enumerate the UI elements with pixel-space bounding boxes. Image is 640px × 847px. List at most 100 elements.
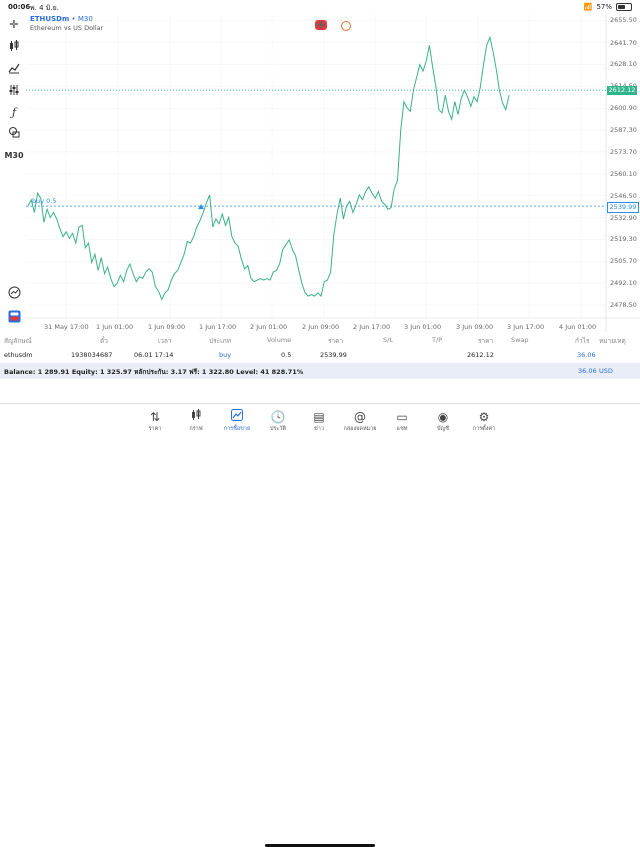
settings-sliders-icon[interactable]: [6, 83, 22, 97]
y-tick-label: 2600.90: [610, 104, 637, 113]
x-tick-label: 1 Jun 17:00: [199, 323, 237, 331]
y-tick-label: 2546.50: [610, 191, 637, 200]
tab-label: บัญชี: [437, 426, 449, 432]
trade-chart-icon: [217, 409, 257, 425]
status-date: พ. 4 มิ.ย.: [30, 4, 59, 12]
candlestick-icon[interactable]: [6, 39, 22, 53]
col-time: เวลา: [158, 337, 172, 345]
order-price-tag: 2539.99: [607, 201, 639, 213]
timeframe-button[interactable]: M30: [4, 150, 24, 160]
x-tick-label: 2 Jun 01:00: [250, 323, 288, 331]
row-time: 06.01 17:14: [134, 351, 174, 359]
row-current-price: 2612.12: [467, 351, 494, 359]
chart-grid: [26, 14, 640, 332]
symbol-description: Ethereum vs US Dollar: [30, 24, 104, 32]
triangle-up-icon: [198, 204, 204, 210]
symbol-timeframe: M30: [77, 15, 93, 23]
col-open-price: ราคา: [328, 337, 344, 345]
battery-fill: [618, 5, 625, 9]
refresh-icon[interactable]: [341, 21, 351, 31]
tab-label: ประวัติ: [269, 426, 287, 432]
tab-news[interactable]: ▤ ข่าว: [299, 409, 339, 433]
one-click-sell-icon[interactable]: ➕: [315, 20, 327, 30]
tab-mailbox[interactable]: @ กล่องจดหมาย: [340, 409, 380, 433]
zoom-icon[interactable]: [6, 285, 22, 299]
balance-bar: Balance: 1 289.91 Equity: 1 325.97 หลักป…: [0, 363, 640, 379]
symbol-sep: •: [71, 15, 76, 23]
row-symbol: ethusdm: [4, 351, 33, 359]
history-clock-icon: 🕓: [270, 410, 286, 424]
col-swap: Swap: [511, 336, 529, 344]
symbol-name: ETHUSDm: [30, 15, 70, 23]
battery-icon: [616, 3, 632, 11]
tab-account[interactable]: ◉ บัญชี: [423, 409, 463, 433]
price-series-line: [27, 35, 510, 301]
settings-gear-icon: ⚙: [478, 410, 490, 424]
col-sl: S/L: [383, 336, 393, 344]
y-tick-label: 2519.30: [610, 235, 637, 244]
symbol-title: ETHUSDm • M30: [30, 15, 93, 23]
col-volume: Volume: [267, 336, 292, 344]
price-chart[interactable]: [26, 14, 640, 332]
indicators-icon[interactable]: [6, 61, 22, 75]
trade-panel-icon[interactable]: [6, 309, 22, 323]
y-tick-label: 2532.90: [610, 213, 637, 222]
x-tick-label: 2 Jun 17:00: [353, 323, 391, 331]
chat-icon: ▭: [396, 410, 408, 424]
objects-icon[interactable]: [6, 125, 22, 139]
y-tick-label: 2628.10: [610, 60, 637, 69]
y-tick-label: 2655.50: [610, 16, 637, 25]
tab-label: กราฟ: [189, 426, 203, 432]
tab-chat[interactable]: ▭ แชท: [382, 409, 422, 433]
col-ticket: ตั๋ว: [100, 337, 108, 345]
tab-settings[interactable]: ⚙ การตั้งค่า: [464, 409, 504, 433]
x-tick-label: 3 Jun 01:00: [404, 323, 442, 331]
wifi-icon: 📶: [583, 3, 593, 11]
y-tick-label: 2478.50: [610, 300, 637, 309]
col-profit: กำไร: [575, 337, 590, 345]
status-time: 00:06: [8, 3, 31, 11]
function-icon[interactable]: ƒ: [11, 105, 17, 119]
battery-percent: 57%: [596, 3, 612, 11]
tab-label: การตั้งค่า: [472, 426, 496, 432]
chart-area[interactable]: ETHUSDm • M30 Ethereum vs US Dollar ➕ bu…: [26, 14, 640, 332]
balance-currency: USD: [599, 367, 613, 375]
account-icon: ◉: [437, 410, 449, 424]
col-symbol: สัญลักษณ์: [4, 337, 32, 345]
x-tick-label: 1 Jun 09:00: [148, 323, 186, 331]
col-current-price: ราคา: [478, 337, 494, 345]
y-tick-label: 2560.10: [610, 169, 637, 178]
quotes-arrows-icon: ⇅: [149, 410, 161, 424]
tab-label: การซื้อขาย: [223, 426, 251, 432]
row-volume: 0.5: [281, 351, 292, 359]
row-type: buy: [219, 351, 232, 359]
balance-summary: Balance: 1 289.91 Equity: 1 325.97 หลักป…: [4, 368, 304, 376]
trade-table-header: สัญลักษณ์ ตั๋ว เวลา ประเภท Volume ราคา S…: [0, 332, 640, 347]
tab-label: แชท: [396, 426, 408, 432]
tab-trade[interactable]: การซื้อขาย: [217, 409, 257, 433]
x-tick-label: 2 Jun 09:00: [302, 323, 340, 331]
x-tick-label: 3 Jun 17:00: [507, 323, 545, 331]
crosshair-icon[interactable]: ✛: [9, 17, 19, 31]
news-icon: ▤: [313, 410, 325, 424]
tab-label: ข่าว: [314, 426, 324, 432]
mailbox-at-icon: @: [354, 410, 366, 424]
row-ticket: 1938034687: [71, 351, 113, 359]
row-open-price: 2539.99: [320, 351, 347, 359]
y-tick-label: 2641.70: [610, 38, 637, 47]
status-right: 📶 57%: [584, 3, 632, 11]
table-row[interactable]: ethusdm 1938034687 06.01 17:14 buy 0.5 2…: [0, 347, 640, 362]
x-tick-label: 1 Jun 01:00: [96, 323, 134, 331]
order-line-label: buy 0.5: [32, 197, 57, 205]
x-tick-label: 31 May 17:00: [44, 323, 89, 331]
x-tick-label: 3 Jun 09:00: [456, 323, 494, 331]
chart-candles-icon: [176, 409, 216, 425]
row-profit: 36.06: [577, 351, 596, 359]
bottom-tab-bar: ⇅ ราคา กราฟ การซื้อขาย 🕓 ประวัติ ▤ ข่าว …: [0, 403, 640, 847]
tab-quotes[interactable]: ⇅ ราคา: [135, 409, 175, 433]
tab-label: กล่องจดหมาย: [343, 426, 377, 432]
col-comment: หมายเหตุ: [599, 337, 626, 345]
tab-chart[interactable]: กราฟ: [176, 409, 216, 433]
tab-history[interactable]: 🕓 ประวัติ: [258, 409, 298, 433]
y-tick-label: 2492.10: [610, 279, 637, 288]
